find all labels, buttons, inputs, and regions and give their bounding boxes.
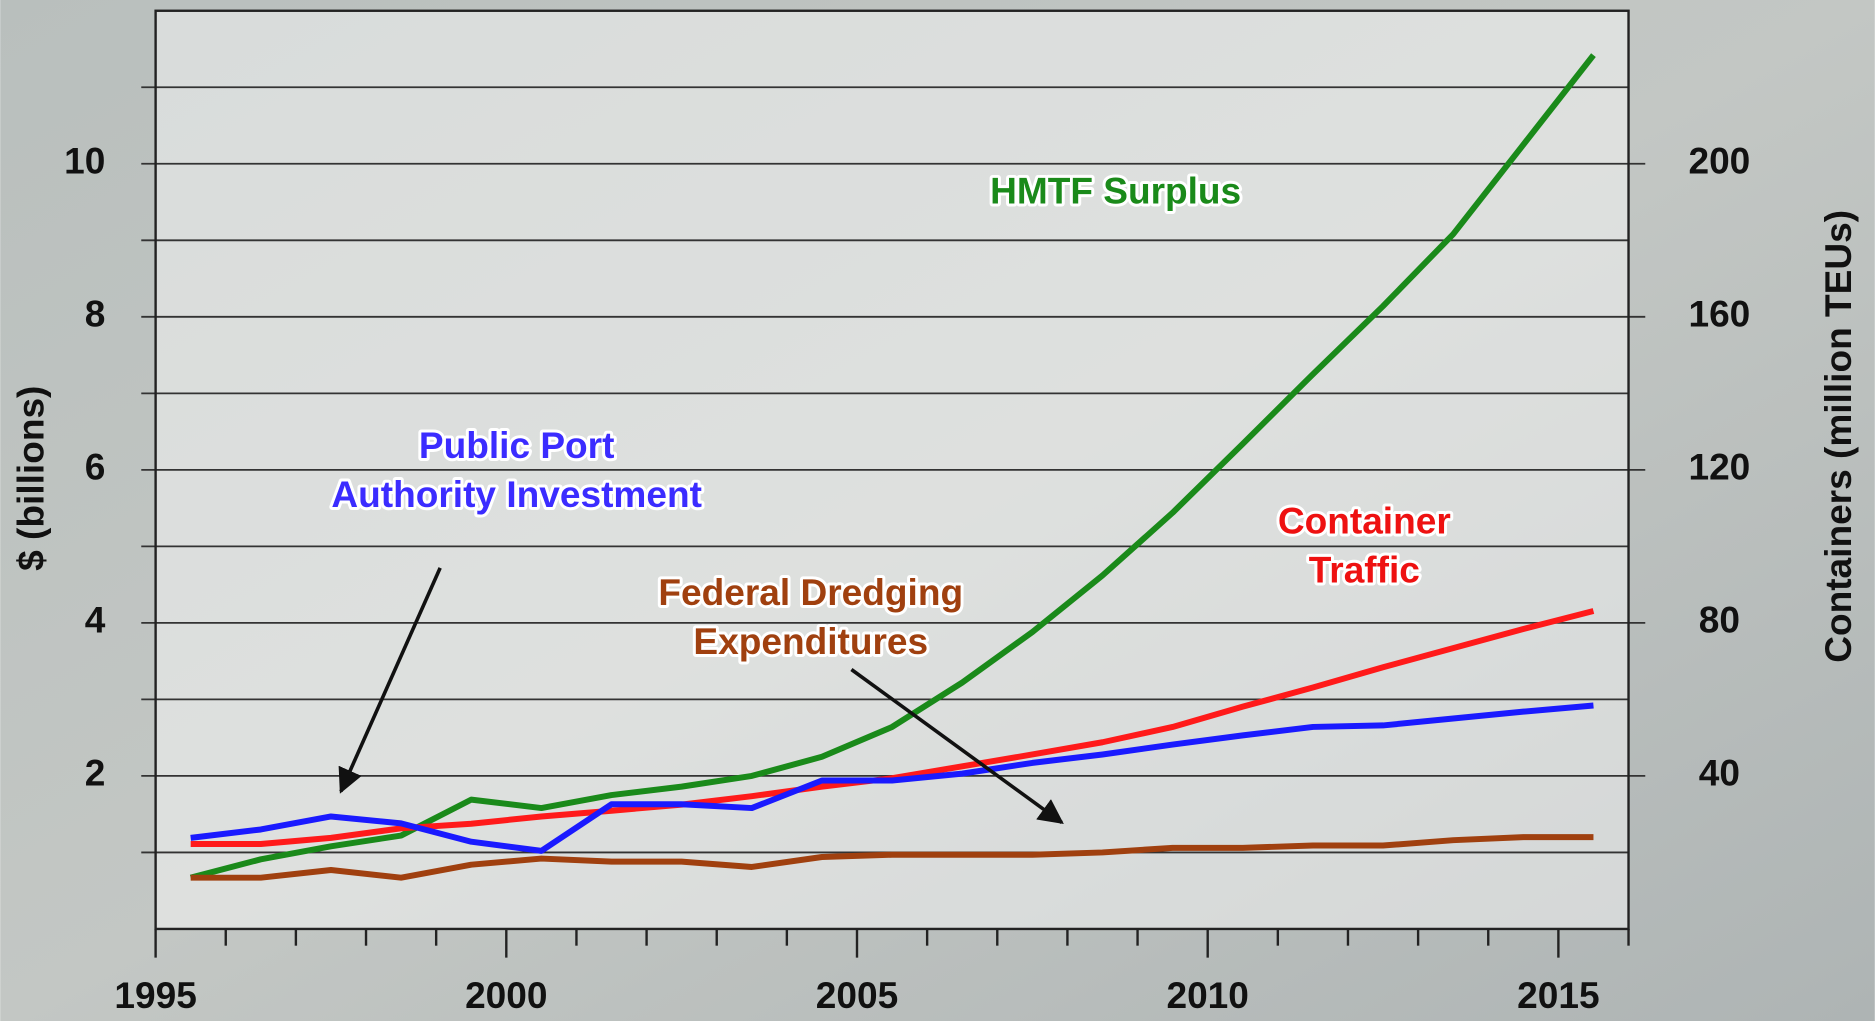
y2-axis-title: Containers (million TEUs) <box>1817 210 1859 663</box>
y-tick-label: 8 <box>85 293 106 335</box>
x-tick-label: 2000 <box>465 974 547 1016</box>
y-tick-label: 2 <box>85 752 106 794</box>
annotation: Expenditures <box>693 620 928 662</box>
y2-tick-label: 120 <box>1688 446 1750 488</box>
chart: $ (billions) Containers (million TEUs) 2… <box>0 0 1875 1021</box>
y2-tick-label: 80 <box>1699 599 1740 641</box>
y-axis-title: $ (billions) <box>9 386 51 571</box>
annotation: Container <box>1278 499 1451 541</box>
y-tick-label: 10 <box>64 140 105 182</box>
annotation: Traffic <box>1309 548 1420 590</box>
annotation: Federal Dredging <box>658 571 963 613</box>
annotation: Public Port <box>419 424 615 466</box>
x-tick-label: 2010 <box>1166 974 1248 1016</box>
y2-tick-label: 40 <box>1699 752 1740 794</box>
y2-tick-label: 200 <box>1688 140 1750 182</box>
y2-tick-label: 160 <box>1688 293 1750 335</box>
y-tick-label: 6 <box>85 446 106 488</box>
x-tick-label: 2015 <box>1517 974 1599 1016</box>
y-tick-label: 4 <box>85 599 106 641</box>
x-tick-label: 2005 <box>816 974 898 1016</box>
annotation: HMTF Surplus <box>990 169 1241 211</box>
page: $ (billions) Containers (million TEUs) 2… <box>0 0 1875 1021</box>
x-tick-label: 1995 <box>114 974 196 1016</box>
annotation: Authority Investment <box>331 473 702 515</box>
